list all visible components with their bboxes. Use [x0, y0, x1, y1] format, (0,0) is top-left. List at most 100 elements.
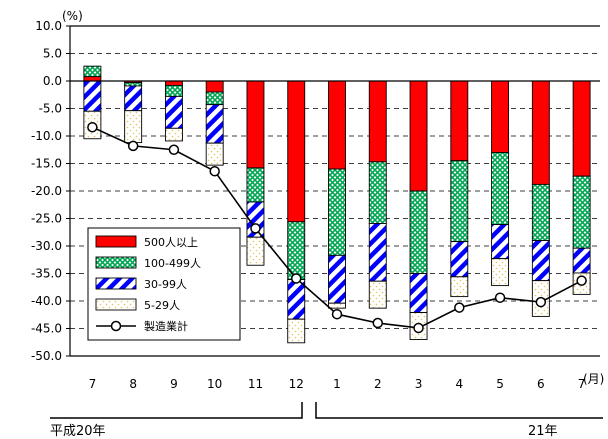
- total-line-point: [372, 317, 384, 329]
- total-line-point: [576, 275, 587, 286]
- y-tick-label: -5.0: [39, 102, 62, 116]
- bar-segment-1: [83, 76, 102, 82]
- bar-segment-3: [328, 254, 346, 304]
- bar-segment-2: [491, 152, 510, 226]
- total-line-point: [454, 302, 465, 313]
- bar-segment-4: [368, 280, 387, 309]
- bar-segment-1: [164, 80, 183, 86]
- bar-segment-2: [328, 168, 346, 256]
- bar-segment-3: [83, 80, 102, 112]
- bar-segment-3: [531, 240, 550, 282]
- bar-segment-4: [491, 258, 510, 287]
- bar-segment-1: [531, 80, 550, 185]
- x-tick-label: 3: [415, 377, 423, 391]
- bar-segment-4: [164, 127, 183, 142]
- y-tick-label: -35.0: [31, 267, 62, 281]
- legend-swatch-2: [95, 256, 137, 269]
- y-tick-label: -20.0: [31, 184, 62, 198]
- y-axis-ticks: 10.0 5.0 0.0 -5.0 -10.0 -15.0 -20.0 -25.0 -30.0 -…: [31, 19, 70, 363]
- bar-segment-3: [164, 95, 183, 129]
- x-tick-label: 1: [333, 377, 341, 391]
- total-line-point: [290, 273, 302, 284]
- legend-label-3: 30-99人: [144, 278, 187, 291]
- bar-segment-4: [287, 318, 306, 344]
- legend-label-total: 製造業計: [144, 319, 188, 333]
- y-tick-label: -30.0: [31, 239, 62, 253]
- bar-segment-2: [450, 160, 469, 243]
- period-bracket-2008: [50, 402, 303, 419]
- bar-segment-3: [491, 224, 510, 260]
- legend-line-marker: [110, 320, 122, 332]
- bar-segment-2: [164, 84, 183, 97]
- x-tick-label: 10: [207, 377, 222, 391]
- legend-label-4: 5-29人: [144, 299, 180, 312]
- y-unit-label: (%): [62, 9, 83, 23]
- bar-segment-4: [246, 236, 265, 266]
- bar-segment-3: [287, 279, 306, 320]
- x-tick-label: 9: [170, 377, 178, 391]
- total-line-point: [168, 144, 180, 155]
- total-line-point: [87, 121, 98, 133]
- bar-segment-2: [409, 190, 428, 274]
- bar-segment-1: [572, 80, 591, 177]
- bar-segment-1: [287, 80, 306, 223]
- axes: [69, 25, 600, 357]
- legend-label-2: 100-499人: [144, 257, 201, 270]
- x-tick-label: 6: [537, 377, 545, 391]
- total-line: [87, 121, 587, 334]
- bar-segment-4: [450, 276, 469, 298]
- x-tick-label: 7: [89, 377, 97, 391]
- bar-segment-2: [572, 175, 591, 249]
- bar-segment-3: [572, 247, 591, 274]
- legend-swatch-3: [95, 277, 137, 290]
- bar-segment-2: [205, 91, 224, 106]
- bar-segment-1: [205, 80, 224, 93]
- y-tick-label: -45.0: [31, 322, 62, 336]
- total-line-point: [209, 165, 220, 177]
- bar-segment-2: [368, 161, 387, 224]
- total-line-point: [331, 308, 343, 320]
- bar-segment-4: [328, 302, 346, 309]
- bar-segment-1: [450, 80, 469, 162]
- period-label-2008: 平成20年: [50, 424, 106, 439]
- legend-swatch-1: [95, 235, 137, 248]
- y-tick-label: 5.0: [43, 47, 62, 61]
- total-line-point: [413, 322, 424, 334]
- bar-segment-3: [450, 241, 469, 278]
- x-unit-label: (月): [583, 372, 604, 386]
- bar-segment-3: [124, 85, 143, 112]
- bar-segment-3: [205, 104, 224, 144]
- legend-label-1: 500人以上: [144, 236, 198, 249]
- x-tick-label: 11: [248, 377, 263, 391]
- total-line-point: [127, 140, 139, 152]
- total-line-point: [535, 296, 547, 308]
- bar-segment-2: [531, 183, 550, 241]
- x-axis-ticks: 7 8 9 10 11 12 1 2 3 4 5 6 7: [89, 377, 586, 391]
- bar-segment-1: [246, 80, 265, 169]
- y-tick-label: -10.0: [31, 129, 62, 143]
- x-tick-label: 12: [289, 377, 304, 391]
- bar-segment-2: [246, 167, 265, 203]
- bar-segment-1: [491, 80, 510, 153]
- x-tick-label: 7: [578, 377, 586, 391]
- bar-segment-3: [368, 222, 387, 282]
- x-tick-label: 2: [374, 377, 382, 391]
- bar-segment-3: [409, 273, 428, 313]
- period-label-2009: 21年: [528, 424, 558, 439]
- y-tick-label: 0.0: [43, 74, 62, 88]
- y-tick-label: 10.0: [35, 19, 62, 33]
- bar-segment-1: [328, 80, 346, 170]
- total-line-point: [494, 292, 506, 303]
- bars: [83, 65, 591, 344]
- period-bracket-2009: [315, 402, 603, 419]
- total-line-point: [250, 223, 261, 234]
- y-tick-label: -15.0: [31, 157, 62, 171]
- bar-segment-4: [124, 110, 143, 144]
- y-tick-label: -25.0: [31, 212, 62, 226]
- bar-segment-2: [83, 65, 102, 78]
- bar-segment-4: [205, 142, 224, 166]
- bar-segment-1: [368, 80, 387, 163]
- x-tick-label: 8: [129, 377, 137, 391]
